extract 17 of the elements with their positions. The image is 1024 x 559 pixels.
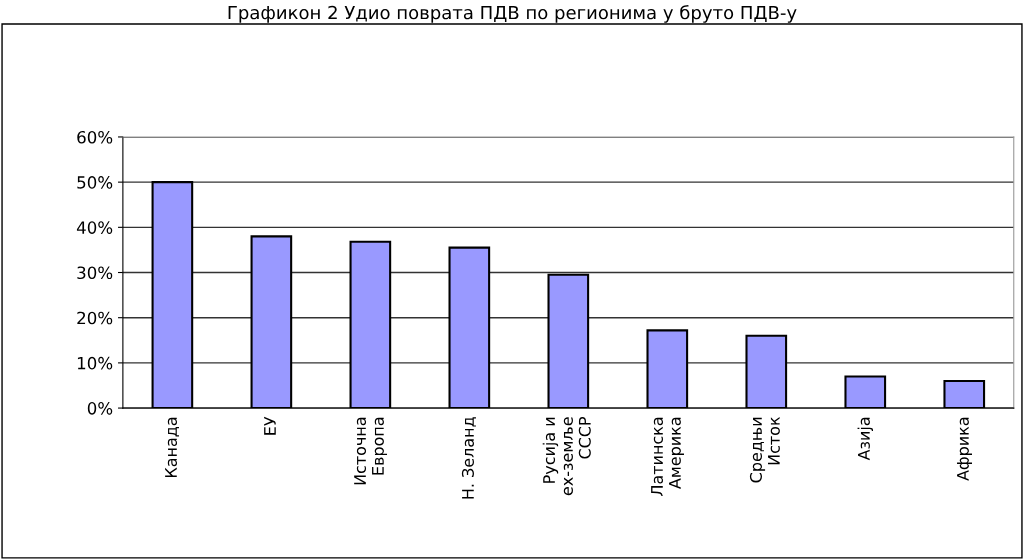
x-tick-label: ЕУ: [264, 416, 276, 435]
y-tick-label: 10%: [77, 356, 113, 370]
y-tick-label: 40%: [76, 221, 113, 234]
y-tick-label: 50%: [77, 176, 113, 189]
y-tick-label: 0%: [87, 402, 113, 415]
x-tick-label: Латинска Америка: [651, 417, 684, 496]
x-tick-label: Н. Зеланд: [461, 417, 476, 499]
x-tick-label: Азија: [857, 417, 874, 461]
x-tick-label: Источна Европа: [354, 417, 388, 485]
x-tick-label: Африка: [957, 417, 972, 481]
x-tick-label: Канада: [165, 417, 179, 478]
x-tick-label: Русија и ех-земље СССР: [542, 416, 591, 496]
y-tick-label: 60%: [77, 130, 113, 144]
chart-title: Графикон 2 Удио поврата ПДВ по регионима у бруто ПДВ-у: [228, 5, 797, 23]
x-tick-label: Средњи Исток: [749, 416, 780, 483]
y-tick-label: 30%: [77, 266, 113, 280]
y-tick-label: 20%: [77, 311, 113, 325]
